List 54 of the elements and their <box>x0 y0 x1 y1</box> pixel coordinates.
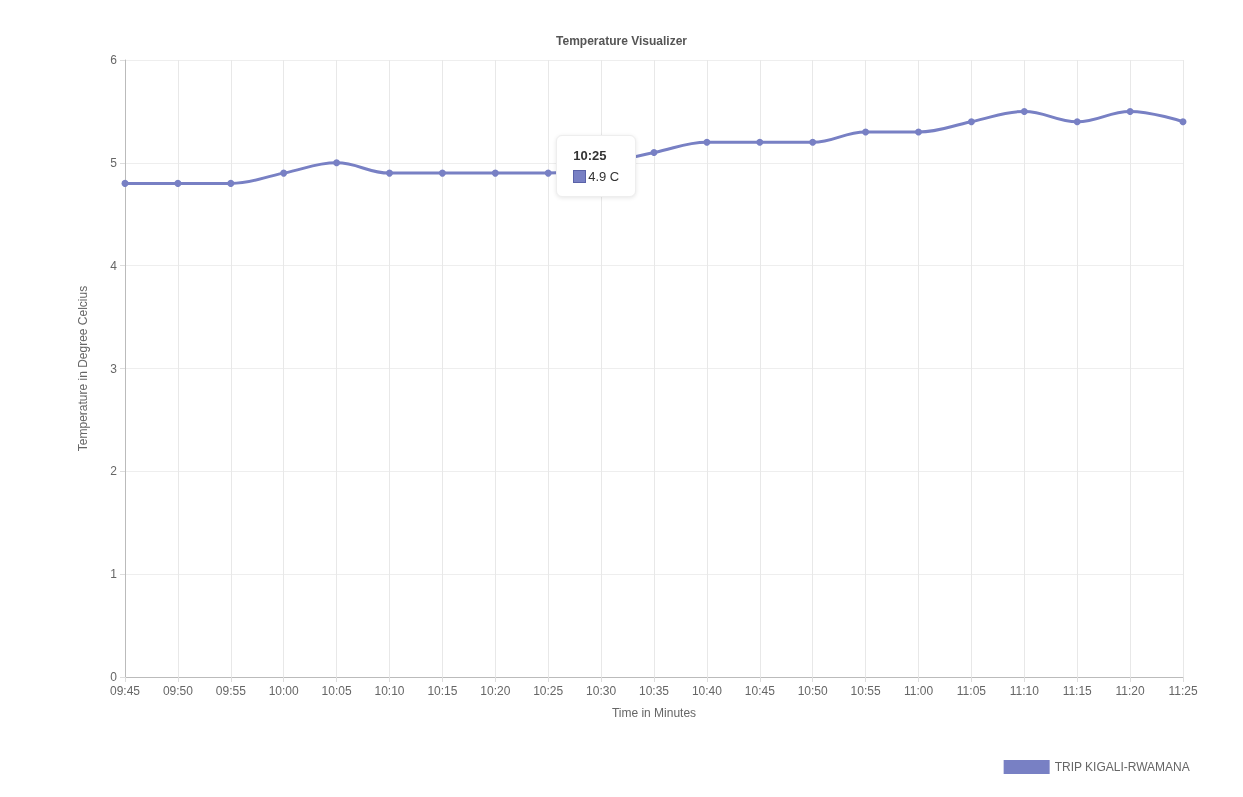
x-tick-label: 10:30 <box>586 684 617 698</box>
x-tick-label: 10:10 <box>374 684 405 698</box>
point <box>1126 107 1134 115</box>
y-tick-label: 2 <box>110 464 118 479</box>
point <box>967 118 975 126</box>
point <box>438 169 446 177</box>
x-axis-title: Time in Minutes <box>611 706 697 720</box>
x-tick-label: 10:40 <box>691 684 723 698</box>
x-tick-label: 10:35 <box>638 684 670 698</box>
x-tick-label: 11:10 <box>1009 684 1040 698</box>
x-tick-label: 11:00 <box>903 684 934 698</box>
annotation: 4.9 C <box>588 169 620 185</box>
chart-title: Temperature Visualizer <box>556 34 688 48</box>
x-tick-label: 10:05 <box>321 684 352 698</box>
x-tick-label: 10:25 <box>533 684 564 698</box>
point <box>1073 118 1081 126</box>
y-tick-label: 5 <box>110 155 118 170</box>
y-tick-label: 0 <box>110 670 118 684</box>
point <box>1020 107 1028 115</box>
x-tick-label: 11:05 <box>956 684 987 698</box>
y-tick-label: 1 <box>110 567 118 582</box>
point <box>915 128 922 136</box>
point <box>227 179 235 187</box>
point <box>862 128 870 136</box>
point <box>491 169 499 177</box>
x-tick-label: 10:45 <box>744 684 776 698</box>
annotation: 10:25 <box>573 148 608 164</box>
x-tick-label: 11:25 <box>1168 684 1198 698</box>
x-tick-label: 10:55 <box>850 684 881 698</box>
point <box>650 149 658 157</box>
x-tick-label: 09:55 <box>215 684 247 698</box>
y-tick-label: 3 <box>110 361 118 376</box>
point <box>386 169 393 177</box>
point <box>174 179 182 187</box>
point <box>809 138 817 146</box>
x-tick-label: 10:20 <box>480 684 511 698</box>
x-tick-label: 10:15 <box>427 684 458 698</box>
point <box>121 179 129 187</box>
point <box>756 138 764 146</box>
x-tick-label: 10:00 <box>268 684 300 698</box>
point <box>280 169 288 177</box>
x-tick-label: 09:45 <box>109 684 141 698</box>
x-tick-label: 10:50 <box>797 684 829 698</box>
x-tick-label: 09:50 <box>162 684 194 698</box>
point <box>1179 118 1187 126</box>
x-tick-label: 11:15 <box>1062 684 1093 698</box>
y-axis-title: Temperature in Degree Celcius <box>76 285 90 452</box>
y-tick-label: 6 <box>110 53 118 67</box>
x-tick-label: 11:20 <box>1115 684 1145 698</box>
point <box>544 169 552 177</box>
point <box>333 159 341 167</box>
y-tick-label: 4 <box>110 258 118 273</box>
point <box>703 138 711 146</box>
legend-label: TRIP KIGALI-RWAMANA <box>1054 760 1190 774</box>
